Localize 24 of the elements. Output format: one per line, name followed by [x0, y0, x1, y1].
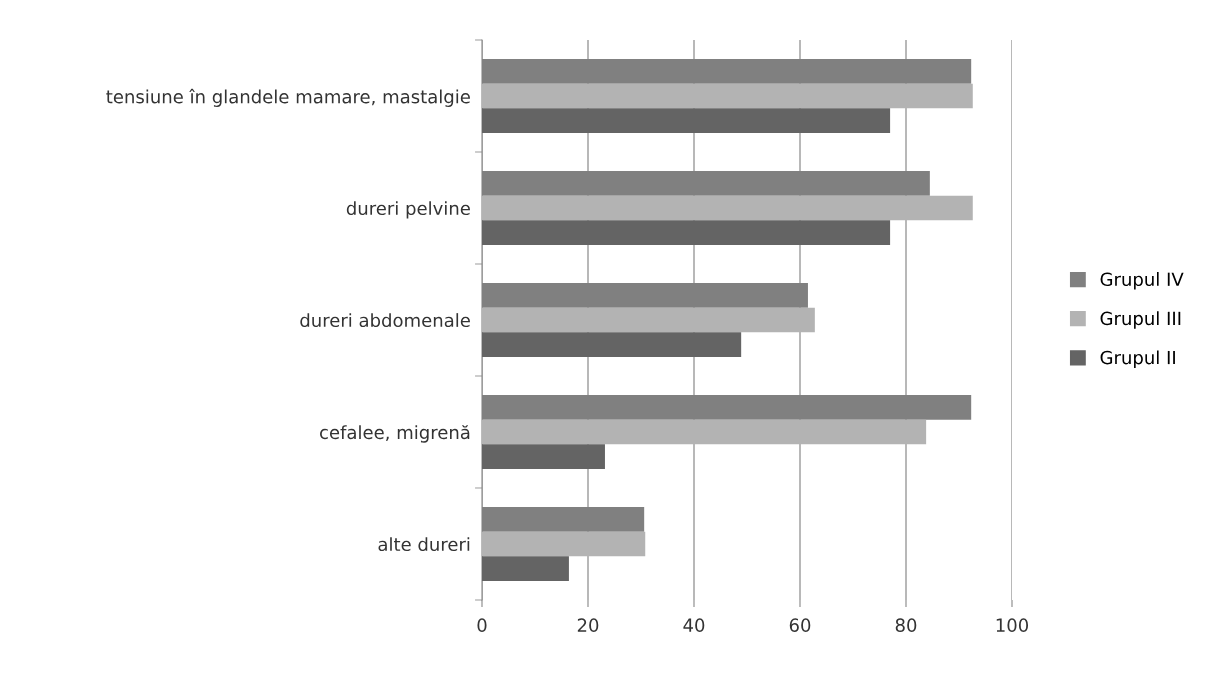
y-tick-label: dureri abdomenale: [300, 313, 470, 328]
bar: [482, 419, 927, 445]
bar: [482, 83, 973, 109]
bar: [482, 108, 891, 133]
legend-label: Grupul III: [1100, 311, 1181, 329]
x-tick-label: 80: [895, 618, 917, 633]
x-tick-label: 100: [996, 618, 1029, 633]
y-tick-label: tensiune în glandele mamare, mastalgie: [106, 88, 470, 107]
x-tick-label: 20: [577, 618, 599, 633]
legend-label: Grupul II: [1100, 350, 1175, 368]
y-tick-label: cefalee, migrenă: [320, 425, 470, 443]
legend-label: Grupul IV: [1100, 272, 1184, 290]
bar: [482, 195, 973, 221]
bar: [482, 444, 605, 469]
y-tick-label: alte dureri: [378, 537, 470, 552]
bar: [482, 220, 891, 245]
x-tick-label: 60: [789, 618, 811, 633]
bar: [482, 307, 815, 333]
bar: [482, 531, 646, 557]
x-tick-label: 40: [683, 618, 705, 633]
y-tick-label: dureri pelvine: [346, 201, 470, 219]
bar: [482, 332, 742, 357]
x-tick-label: 0: [477, 618, 487, 633]
bar: [482, 556, 569, 581]
